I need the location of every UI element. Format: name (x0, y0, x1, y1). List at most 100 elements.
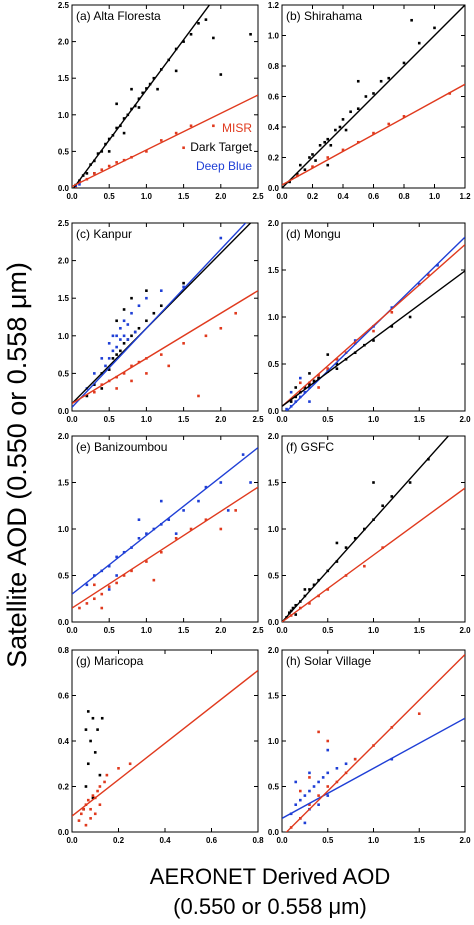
misr-point (390, 311, 394, 314)
deep-blue-point (115, 555, 118, 559)
dark-target-point (249, 32, 252, 36)
misr-point (128, 762, 132, 766)
misr-point (299, 789, 302, 793)
dark-target-point (137, 97, 141, 100)
deep-blue-point (119, 338, 122, 341)
y-tick-label: 0.0 (268, 184, 280, 193)
dark-target-point (130, 334, 133, 338)
dark-target-point (326, 353, 330, 356)
misr-point (115, 581, 118, 585)
panel-4: 0.0 0.5 1.0 1.5 2.0 0.0 0.5 1.0 1.5 2.0 (d) Mongu (268, 219, 471, 424)
dark-target-point (335, 367, 339, 370)
deep-blue-fit-line (72, 223, 247, 408)
plot-marks (72, 5, 258, 188)
x-tick-label: 0.0 (276, 836, 288, 845)
dark-target-point (338, 125, 342, 129)
panel-2: 0.0 0.2 0.4 0.6 0.8 1.0 1.2 0.0 0.2 0.4 0.6 0.8 1.0 1… (268, 1, 471, 201)
deep-blue-point (285, 407, 288, 411)
deep-blue-point (299, 376, 302, 380)
deep-blue-point (111, 349, 115, 353)
misr-point (89, 817, 92, 820)
x-tick-label: 0.0 (276, 192, 288, 201)
y-tick-label: 2.5 (58, 1, 70, 10)
dark-target-point (100, 716, 104, 720)
y-tick-label: 1.0 (58, 525, 70, 534)
misr-point (159, 353, 163, 356)
dark-target-point (311, 153, 314, 156)
x-tick-label: 2.0 (215, 192, 227, 201)
plot-marks (72, 223, 258, 408)
misr-point (417, 712, 421, 715)
dark-target-point (84, 728, 88, 731)
deep-blue-point (299, 798, 302, 802)
dark-target-point (312, 379, 316, 383)
y-tick-label: 1.5 (268, 479, 280, 488)
y-tick-label: 0.0 (58, 407, 70, 416)
plot-frame (71, 4, 259, 189)
dark-target-fit-line (282, 436, 450, 622)
dark-target-point (141, 91, 144, 95)
y-tick-label: 1.0 (58, 332, 70, 341)
misr-point (93, 172, 96, 175)
misr-point (100, 592, 104, 596)
misr-point (159, 139, 163, 142)
misr-point (212, 124, 215, 128)
deep-blue-point (182, 285, 185, 289)
deep-blue-fit-line (285, 236, 465, 411)
misr-point (130, 569, 133, 573)
misr-point (100, 606, 104, 610)
deep-blue-point (107, 342, 111, 345)
dark-target-point (408, 315, 412, 319)
y-tick-label: 0.2 (58, 783, 70, 792)
panel-3: 0.0 0.5 1.0 1.5 2.0 2.5 0.0 0.5 1.0 1.5 2.0 2.5 (c) … (58, 219, 264, 424)
deep-blue-point (107, 564, 111, 568)
x-tick-label: 1.0 (141, 192, 153, 201)
dark-target-point (107, 150, 111, 153)
x-tick-label: 1.0 (368, 415, 380, 424)
x-tick-label: 0.2 (307, 192, 319, 201)
x-tick-label: 0.0 (66, 836, 78, 845)
deep-blue-point (137, 537, 141, 540)
dark-target-point (152, 76, 156, 80)
misr-point (317, 730, 320, 734)
dark-target-point (288, 611, 291, 614)
deep-blue-point (159, 289, 163, 292)
y-tick-label: 1.0 (268, 32, 280, 41)
deep-blue-point (308, 400, 311, 403)
x-tick-label: 2.5 (252, 192, 264, 201)
dark-target-point (329, 144, 333, 147)
dark-target-point (308, 588, 311, 591)
plot-frame (281, 435, 466, 623)
deep-blue-point (312, 785, 316, 788)
deep-blue-point (417, 282, 421, 286)
deep-blue-point (294, 803, 298, 806)
dark-target-point (381, 504, 384, 508)
misr-point (96, 789, 99, 793)
y-tick-label: 2.0 (58, 432, 70, 441)
deep-blue-point (308, 771, 311, 775)
misr-point (326, 367, 330, 370)
x-axis-label-line2: (0.550 or 0.558 μm) (173, 894, 367, 919)
x-tick-label: 0.5 (104, 192, 116, 201)
plot-marks (282, 5, 465, 188)
x-tick-label: 1.0 (368, 626, 380, 635)
misr-point (372, 329, 375, 333)
dark-target-point (96, 152, 100, 155)
misr-point (98, 803, 102, 806)
dark-target-point (130, 87, 133, 91)
deep-blue-point (219, 481, 223, 484)
x-tick-label: 0.8 (252, 836, 264, 845)
y-tick-label: 0.0 (58, 184, 70, 193)
dark-target-point (145, 289, 148, 292)
y-tick-label: 1.5 (268, 692, 280, 701)
y-tick-label: 0.6 (58, 692, 70, 701)
dark-target-point (145, 319, 148, 323)
misr-point (204, 518, 208, 521)
misr-fit-line (72, 486, 258, 609)
misr-point (234, 509, 237, 512)
misr-point (122, 372, 126, 375)
x-tick-label: 0.0 (66, 626, 78, 635)
misr-point (89, 807, 92, 811)
misr-point (308, 776, 311, 779)
